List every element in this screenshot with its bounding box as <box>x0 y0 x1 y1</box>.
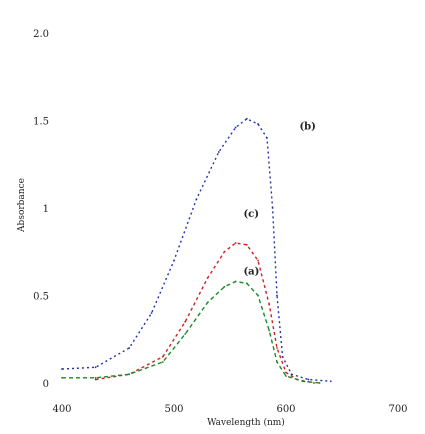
x-tick-label: 600 <box>276 404 295 415</box>
data-point <box>245 282 248 285</box>
data-point <box>257 294 259 297</box>
data-point <box>257 123 259 125</box>
y-tick-label: 1 <box>43 204 49 215</box>
curve-label: (c) <box>243 209 259 220</box>
data-point <box>128 347 131 349</box>
curve-label: (a) <box>243 267 259 278</box>
data-point <box>94 366 97 369</box>
data-point <box>266 137 268 139</box>
data-point <box>217 151 220 153</box>
x-tick-label: 500 <box>164 404 183 415</box>
data-point <box>161 355 164 358</box>
data-point <box>301 380 304 383</box>
data-point <box>61 368 63 370</box>
data-point <box>245 117 248 120</box>
data-point <box>234 126 237 129</box>
data-point <box>94 378 97 381</box>
data-point <box>307 378 310 381</box>
data-point <box>195 198 198 201</box>
data-point <box>329 380 332 383</box>
x-axis-title: Wavelength (nm) <box>207 417 285 428</box>
data-point <box>206 277 209 279</box>
y-tick-label: 0 <box>43 379 49 390</box>
y-tick-label: 1.5 <box>33 117 49 128</box>
data-point <box>184 320 187 323</box>
y-tick-label: 2.0 <box>33 29 49 40</box>
data-point <box>257 259 259 262</box>
data-point <box>313 382 315 384</box>
data-point <box>271 207 274 209</box>
data-point <box>94 376 97 379</box>
data-point <box>276 347 278 349</box>
curve-labels: (b) (c) (a) <box>243 121 315 277</box>
data-point <box>276 361 278 363</box>
data-point <box>234 242 237 244</box>
data-point <box>184 333 187 335</box>
data-point <box>206 301 209 304</box>
x-tick-label: 700 <box>388 404 407 415</box>
curve-label: (b) <box>299 121 315 132</box>
series-line-0 <box>61 117 331 382</box>
tick-labels: 400 500 600 700 0 0.5 1 1.5 2.0 <box>33 29 407 415</box>
data-point <box>150 312 153 314</box>
data-point <box>281 355 284 358</box>
x-tick-label: 400 <box>52 404 71 415</box>
data-point <box>290 373 293 376</box>
data-point <box>61 376 63 379</box>
data-point <box>276 294 278 297</box>
data-point <box>128 373 131 376</box>
y-axis-title: Absorbance <box>17 178 27 233</box>
data-point <box>268 329 271 332</box>
data-point <box>161 361 164 363</box>
data-point <box>318 382 321 384</box>
data-point <box>223 285 226 288</box>
y-tick-label: 0.5 <box>33 292 49 303</box>
data-point <box>234 280 237 283</box>
data-point <box>173 259 175 262</box>
data-point <box>223 250 226 253</box>
series-line-1 <box>95 242 315 384</box>
data-point <box>268 303 271 306</box>
series-layer <box>61 117 332 384</box>
data-point <box>245 243 248 246</box>
data-point <box>285 371 287 374</box>
data-point <box>285 375 287 377</box>
